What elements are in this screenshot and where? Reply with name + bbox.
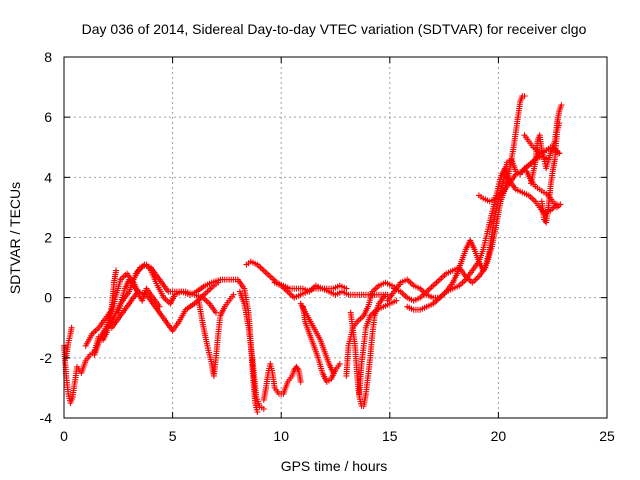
y-tick-label: 4 [44,169,52,185]
y-tick-label: -4 [40,410,53,426]
x-tick-label: 10 [273,428,289,444]
data-marker-trace [271,279,350,301]
data-marker-trace [384,93,528,304]
x-axis-label: GPS time / hours [281,458,388,474]
x-tick-label: 20 [491,428,507,444]
data-marker-trace [528,102,565,187]
data-marker-trace [297,300,337,376]
x-tick-label: 25 [599,428,615,444]
data-series-sdtvar [61,93,565,415]
data-marker-trace [236,288,267,412]
x-tick-label: 5 [169,428,177,444]
y-axis-label: SDTVAR / TECUs [7,182,23,294]
data-marker-trace [132,261,219,316]
y-tick-label: 6 [44,109,52,125]
y-tick-label: 2 [44,230,52,246]
x-tick-label: 0 [60,428,68,444]
data-marker-trace [343,279,400,379]
data-marker-trace [195,291,237,379]
data-marker-trace [63,324,75,361]
x-tick-label: 15 [382,428,398,444]
y-tick-label: 8 [44,49,52,65]
axis-ticks: 0 5 10 15 20 25 -4 -2 0 2 4 6 8 [40,49,615,444]
data-marker-trace [356,297,400,397]
y-tick-label: 0 [44,290,52,306]
data-marker-trace [115,276,163,316]
data-marker-trace [475,153,552,205]
grid [64,57,607,418]
data-marker-trace [260,360,304,403]
data-marker-trace [404,165,560,313]
data-marker-trace [538,120,563,226]
data-marker-trace [243,258,391,298]
y-tick-label: -2 [40,350,53,366]
chart-title: Day 036 of 2014, Sidereal Day-to-day VTE… [82,21,587,37]
data-marker-trace [82,309,113,349]
